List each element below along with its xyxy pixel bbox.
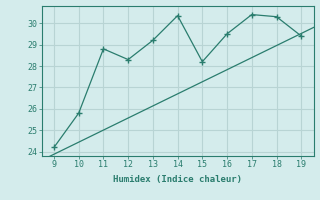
X-axis label: Humidex (Indice chaleur): Humidex (Indice chaleur) xyxy=(113,175,242,184)
